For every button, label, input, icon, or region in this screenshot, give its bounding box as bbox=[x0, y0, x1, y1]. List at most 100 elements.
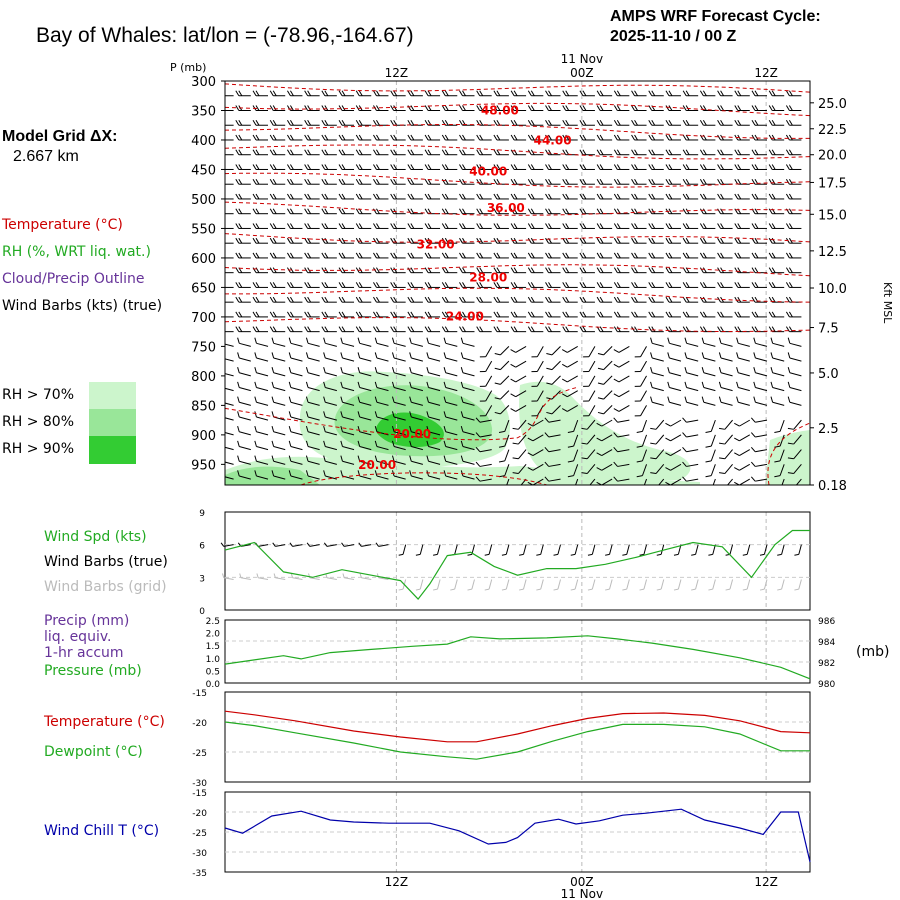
wind-barb bbox=[479, 390, 493, 402]
wind-barb bbox=[305, 337, 320, 347]
wind-barb-flag bbox=[702, 119, 707, 126]
wind-barb-grid bbox=[759, 579, 768, 591]
wind-barb-flag bbox=[390, 296, 395, 303]
wind-barb-flag bbox=[323, 337, 326, 344]
wind-barb-shaft bbox=[411, 446, 423, 451]
wind-barb-grid-shaft bbox=[326, 577, 337, 581]
wind-barb bbox=[237, 470, 251, 480]
wind-barb-shaft bbox=[686, 449, 699, 453]
wind-barb-flag bbox=[424, 208, 429, 214]
pressure-tick-label: 350 bbox=[191, 104, 216, 119]
wind-barb bbox=[562, 252, 578, 259]
wind-barb-flag bbox=[222, 76, 225, 81]
wind-barb bbox=[373, 223, 389, 229]
wind-barb-true bbox=[553, 544, 561, 556]
wind-barb bbox=[441, 149, 458, 156]
wind-barb bbox=[225, 475, 234, 480]
wind-barb-flag bbox=[289, 134, 294, 141]
wind-barb bbox=[254, 470, 269, 480]
wind-barb bbox=[225, 286, 234, 288]
wind-barb-true bbox=[759, 544, 768, 556]
wind-barb bbox=[476, 164, 492, 170]
wind-barb bbox=[512, 419, 527, 430]
wind-barb-shaft bbox=[670, 463, 682, 471]
wind-barb bbox=[613, 237, 630, 244]
wind-barb bbox=[751, 134, 767, 141]
wind-barb bbox=[288, 367, 303, 377]
wind-barb-flag bbox=[530, 296, 535, 303]
wind-barb-flag bbox=[286, 105, 291, 111]
wind-barb-flag bbox=[427, 81, 429, 82]
wind-barb-true-shaft bbox=[557, 544, 561, 555]
wind-barb-flag bbox=[634, 400, 641, 402]
wind-barb bbox=[596, 119, 613, 126]
wind-barb-flag bbox=[722, 81, 724, 82]
wind-barb-flag bbox=[459, 208, 463, 214]
wind-barb bbox=[459, 252, 475, 259]
wind-barb bbox=[390, 149, 406, 156]
wind-barb bbox=[770, 396, 785, 406]
wind-barb bbox=[374, 367, 389, 377]
wind-barb-flag bbox=[548, 105, 552, 111]
wind-barb-shaft bbox=[686, 434, 699, 438]
wind-barb-flag bbox=[307, 252, 312, 259]
wind-barb bbox=[427, 81, 441, 82]
wind-barb bbox=[391, 381, 406, 392]
wind-barb-flag bbox=[768, 105, 773, 111]
wind-barb bbox=[441, 164, 458, 170]
wind-barb bbox=[338, 178, 355, 185]
wind-barb-shaft bbox=[670, 449, 682, 457]
wind-barb-flag bbox=[441, 193, 446, 200]
wind-barb bbox=[225, 227, 234, 229]
wind-barb bbox=[787, 337, 802, 347]
height-tick-label: 17.5 bbox=[818, 176, 847, 191]
wind-barb-flag bbox=[510, 90, 515, 97]
wind-barb-flag bbox=[235, 223, 240, 229]
wind-barb-shaft bbox=[655, 449, 665, 460]
wind-barb-flag bbox=[444, 149, 449, 155]
wind-barb bbox=[252, 267, 269, 274]
wind-barb-grid-flag bbox=[536, 588, 541, 591]
wind-barb-flag bbox=[616, 149, 621, 155]
wind-barb-flag bbox=[289, 81, 291, 82]
height-tick-label: 22.5 bbox=[818, 123, 847, 138]
wind-barb-shaft bbox=[273, 401, 286, 406]
wind-barb-flag bbox=[754, 237, 759, 244]
wind-barb bbox=[286, 90, 303, 97]
wind-barb-flag bbox=[391, 411, 395, 418]
wind-barb-grid bbox=[484, 579, 493, 591]
wind-barb bbox=[682, 208, 699, 215]
wind-barb-flag bbox=[426, 352, 429, 359]
wind-barb-grid-shaft bbox=[643, 579, 648, 590]
wind-barb-flag bbox=[788, 164, 793, 170]
wind-barb-flag bbox=[441, 267, 446, 273]
wind-barb-grid bbox=[273, 573, 286, 581]
wind-barb-flag bbox=[527, 326, 532, 332]
wind-barb-flag bbox=[338, 105, 343, 111]
wind-barb-flag bbox=[340, 440, 343, 447]
wind-barb bbox=[304, 326, 320, 333]
windchill-ytick-label: -25 bbox=[192, 829, 207, 839]
wind-barb-flag bbox=[476, 193, 481, 200]
wind-barb-flag bbox=[479, 105, 484, 111]
wind-barb-flag bbox=[496, 81, 497, 82]
wind-barb bbox=[631, 149, 647, 156]
wind-barb-grid-flag bbox=[759, 588, 765, 591]
wind-barb-flag bbox=[254, 367, 257, 373]
wind-barb bbox=[579, 90, 595, 97]
wind-barb-shaft bbox=[225, 401, 234, 406]
wind-barb-flag bbox=[460, 367, 464, 373]
wind-barb bbox=[493, 326, 509, 333]
wind-barb-flag bbox=[462, 223, 466, 229]
wind-barb bbox=[768, 149, 785, 156]
wind-barb-flag bbox=[685, 193, 690, 200]
wind-barb-flag bbox=[459, 223, 463, 229]
wind-barb bbox=[768, 90, 785, 97]
wind-barb bbox=[579, 282, 595, 288]
wind-barb bbox=[785, 193, 802, 200]
wind-barb-flag bbox=[374, 352, 378, 359]
wind-barb-flag bbox=[581, 457, 588, 460]
wind-barb-flag bbox=[219, 352, 223, 358]
wind-barb bbox=[424, 296, 441, 303]
wind-barb bbox=[562, 134, 578, 141]
